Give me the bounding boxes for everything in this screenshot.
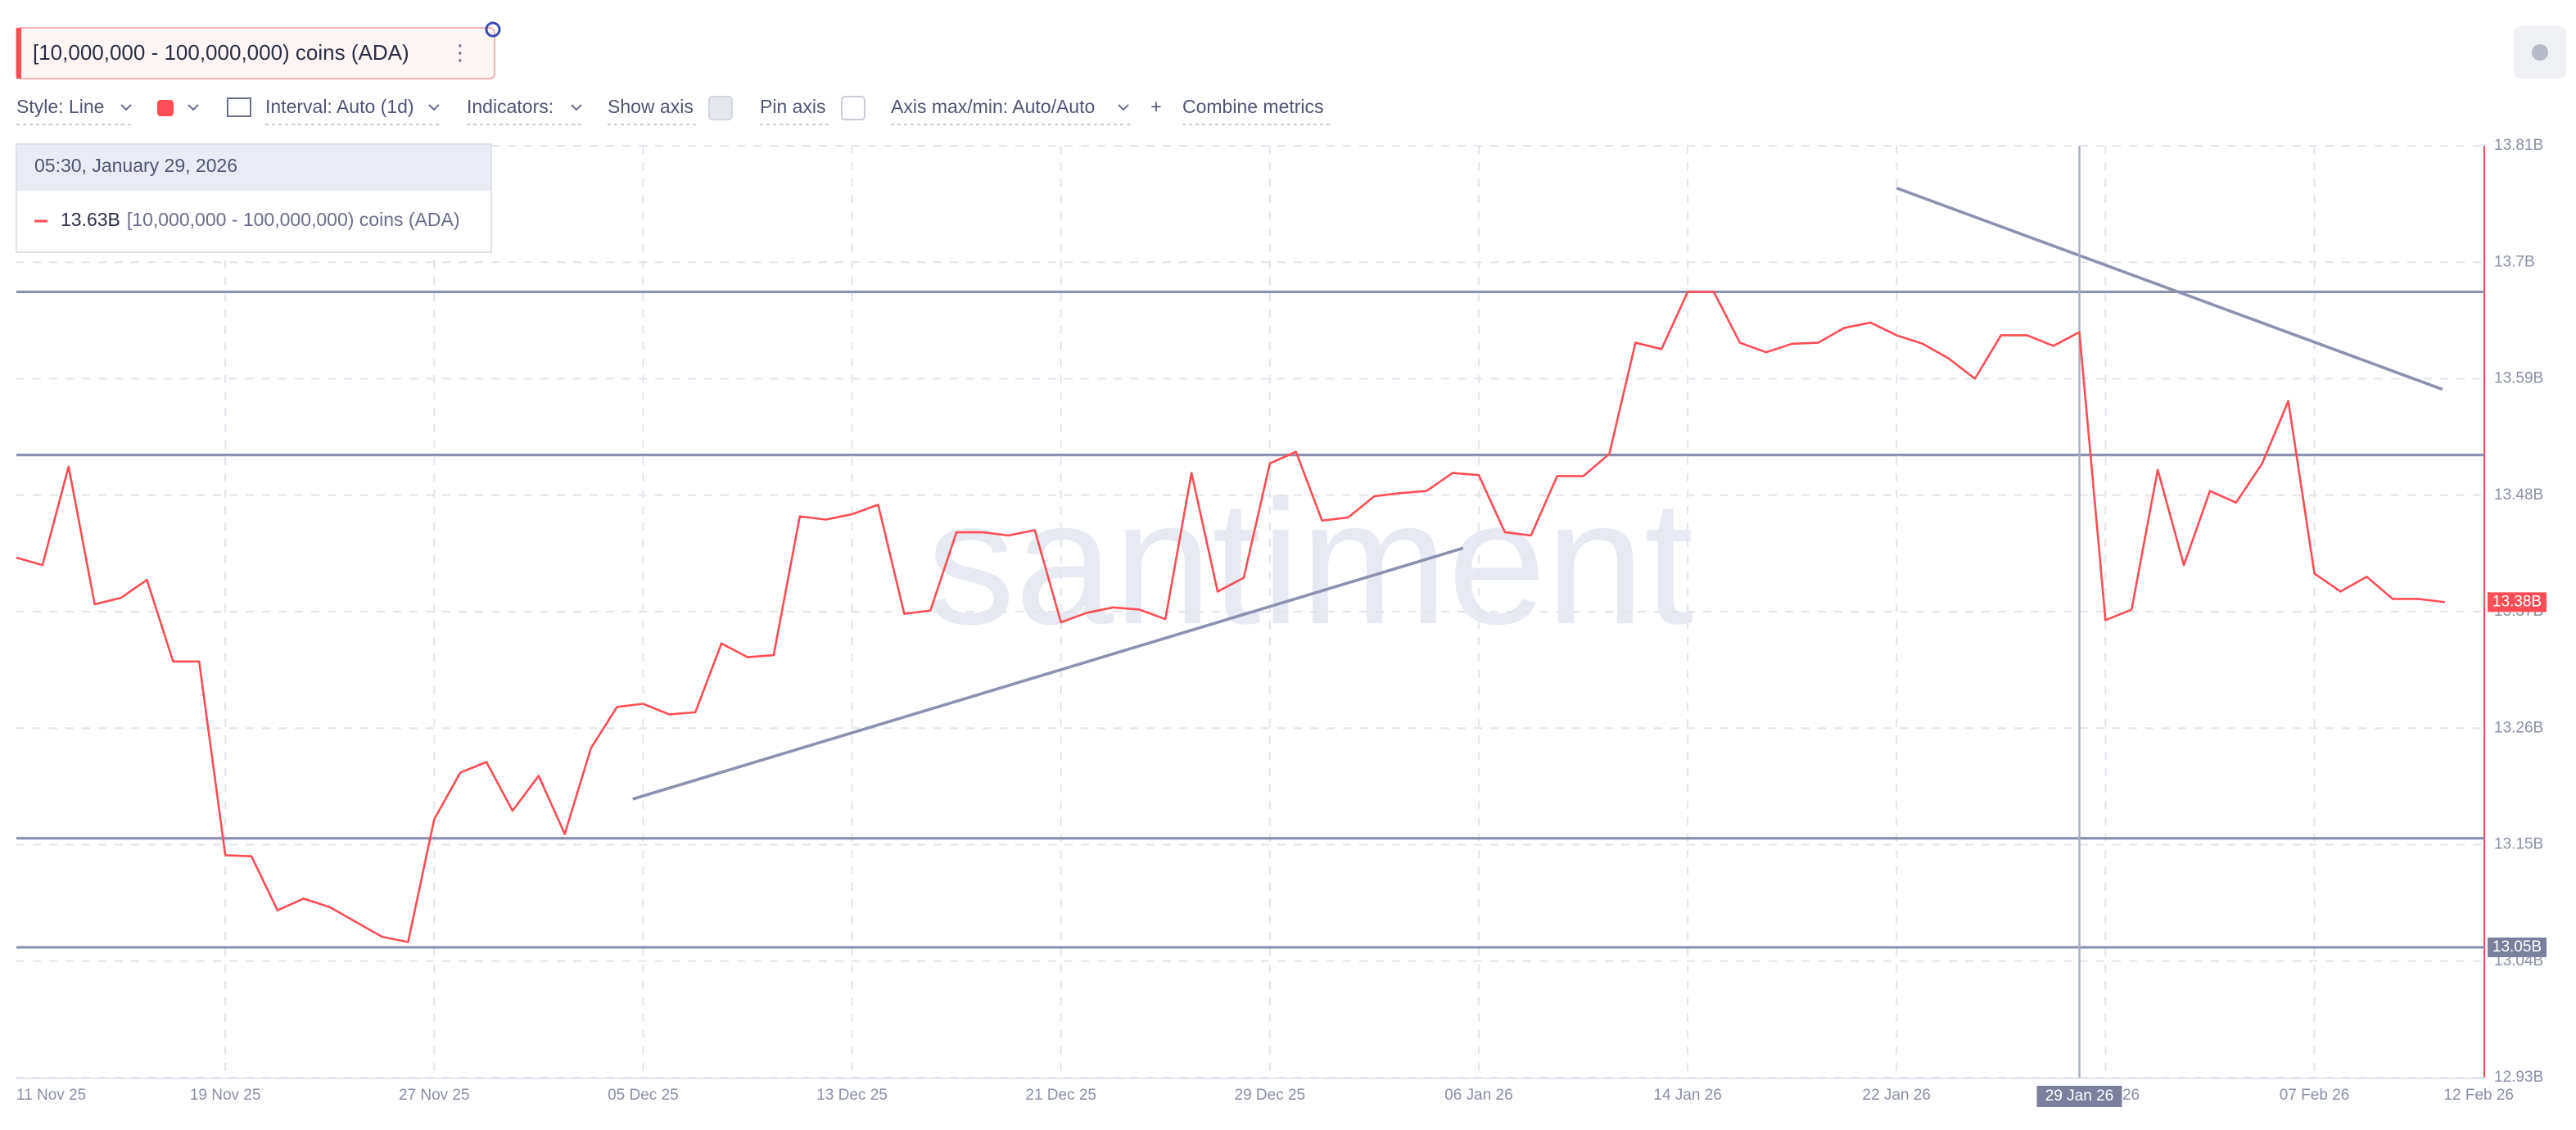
watermark: santiment bbox=[927, 463, 1693, 661]
metric-title: [10,000,000 - 100,000,000) coins (ADA) bbox=[33, 40, 409, 65]
toolbar-item[interactable]: Interval: Auto (1d) bbox=[265, 96, 414, 117]
checkbox[interactable] bbox=[708, 96, 733, 120]
y-tick-label: 13.15B bbox=[2494, 836, 2543, 853]
ada-icon bbox=[485, 21, 501, 38]
y-tick-label: 13.81B bbox=[2494, 137, 2543, 154]
plus-icon: + bbox=[1150, 96, 1161, 117]
y-tick-label: 13.26B bbox=[2494, 719, 2543, 736]
settings-dot bbox=[2532, 44, 2548, 61]
y-tick-label: 13.7B bbox=[2494, 253, 2535, 270]
x-tick-label: 21 Dec 25 bbox=[1025, 1087, 1096, 1104]
x-tick-label: 19 Nov 25 bbox=[190, 1087, 261, 1104]
x-tick-label: 22 Jan 26 bbox=[1863, 1087, 1931, 1104]
chevron bbox=[120, 104, 132, 111]
toolbar-item[interactable]: Combine metrics bbox=[1182, 96, 1324, 117]
x-tick-label: 11 Nov 25 bbox=[16, 1087, 86, 1104]
toolbar-item[interactable]: Indicators: bbox=[467, 96, 554, 117]
x-tick-label: 06 Jan 26 bbox=[1444, 1087, 1512, 1104]
y-tick-label: 13.59B bbox=[2494, 370, 2543, 387]
last-value-badge bbox=[2488, 592, 2547, 612]
x-tick-label: 27 Nov 25 bbox=[399, 1087, 470, 1104]
color-swatch[interactable] bbox=[157, 100, 174, 116]
chevron bbox=[188, 104, 199, 111]
x-tick-label: 07 Feb 26 bbox=[2280, 1087, 2350, 1104]
x-tick-label: 13 Dec 25 bbox=[816, 1087, 888, 1104]
x-tick-label: 14 Jan 26 bbox=[1653, 1087, 1721, 1104]
toolbar-item[interactable]: Axis max/min: Auto/Auto bbox=[891, 96, 1095, 117]
tooltip-time: 05:30, January 29, 2026 bbox=[34, 155, 237, 176]
tooltip-series: [10,000,000 - 100,000,000) coins (ADA) bbox=[127, 209, 460, 230]
toolbar-item[interactable]: Style: Line bbox=[16, 96, 104, 117]
y-tick-label: 12.93B bbox=[2494, 1069, 2543, 1086]
trend-line bbox=[1896, 187, 2443, 391]
toolbar-item[interactable]: Pin axis bbox=[760, 96, 826, 117]
x-tick-label: 12 Feb 26 bbox=[2443, 1087, 2514, 1104]
series-line bbox=[16, 291, 2446, 943]
chevron bbox=[571, 104, 582, 111]
crosshair-badge bbox=[2036, 1086, 2122, 1107]
toolbar-item[interactable]: Show axis bbox=[608, 96, 694, 117]
x-tick-label: 29 Dec 25 bbox=[1235, 1087, 1306, 1104]
interval-icon bbox=[227, 97, 251, 117]
crosshair-label: 29 Jan 26 bbox=[2045, 1087, 2113, 1105]
last-value-label: 13.38B bbox=[2492, 593, 2542, 610]
y-tick-label: 13.48B bbox=[2494, 486, 2543, 504]
chevron bbox=[428, 104, 440, 111]
level-badge bbox=[2488, 937, 2547, 957]
metric-accent bbox=[16, 28, 21, 79]
tooltip-header bbox=[17, 145, 490, 191]
menu-icon[interactable]: ⋮ bbox=[450, 40, 471, 65]
level-label: 13.05B bbox=[2492, 938, 2542, 956]
tooltip-value: 13.63B bbox=[61, 209, 120, 230]
chevron bbox=[1118, 104, 1129, 111]
trend-line bbox=[632, 546, 1464, 801]
checkbox[interactable] bbox=[841, 96, 865, 120]
x-tick-label: 05 Dec 25 bbox=[608, 1087, 679, 1104]
